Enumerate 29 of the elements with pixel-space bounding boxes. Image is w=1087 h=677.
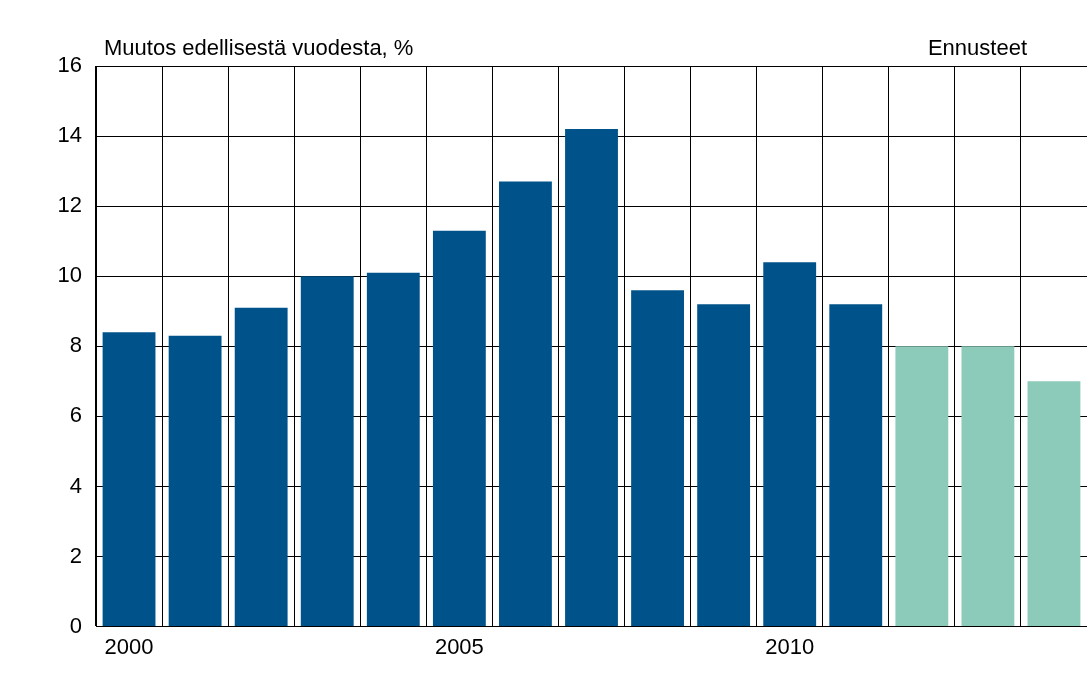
y-tick-label: 10 — [57, 262, 82, 288]
y-axis-title: Muutos edellisestä vuodesta, % — [104, 35, 414, 61]
bar — [763, 262, 817, 627]
y-tick-label: 4 — [69, 472, 82, 498]
x-tick-label: 2010 — [765, 633, 815, 659]
y-tick-label: 0 — [69, 612, 82, 638]
bar — [829, 304, 883, 627]
bar — [631, 290, 684, 627]
bar — [300, 276, 354, 627]
bar — [697, 304, 751, 627]
x-tick-label: 2005 — [434, 633, 484, 659]
y-tick-label: 14 — [57, 122, 82, 148]
bar — [895, 346, 949, 627]
bar — [102, 332, 156, 627]
bar — [168, 335, 222, 627]
text: Ennusteet — [927, 35, 1027, 61]
x-tick-label: 2000 — [104, 633, 154, 659]
bar — [565, 129, 618, 627]
bar — [432, 230, 486, 627]
y-tick-label: 8 — [69, 332, 82, 358]
bar — [234, 307, 288, 627]
bar — [1027, 381, 1081, 627]
y-tick-label: 2 — [69, 542, 82, 568]
bar — [499, 181, 552, 627]
y-tick-label: 16 — [57, 52, 82, 78]
bar — [961, 346, 1015, 627]
bar — [366, 272, 420, 627]
y-tick-label: 6 — [69, 402, 82, 428]
y-tick-label: 12 — [57, 192, 82, 218]
